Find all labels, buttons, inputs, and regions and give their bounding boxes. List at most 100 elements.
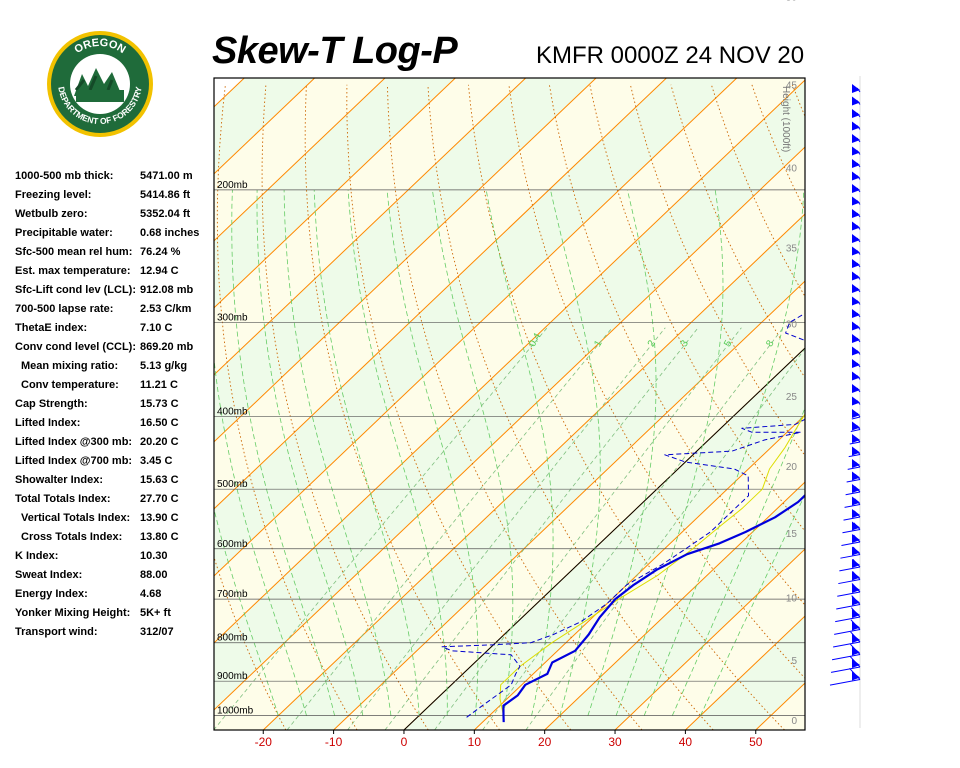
index-label: Cross Totals Index: [21,531,123,543]
isotherm-line [214,78,456,309]
index-value: 10.30 [140,550,168,562]
wind-barb-flag [852,184,860,193]
chart-grid [214,78,960,730]
wind-barb-shaft-long [839,566,861,572]
wind-barb-shaft-long [848,454,861,458]
index-row: Sfc-Lift cond lev (LCL): 912.08 mb [15,284,215,303]
index-label: Yonker Mixing Height: [15,607,131,619]
index-value: 16.50 C [140,417,179,429]
wind-barb-shaft-long [845,491,861,496]
wind-barb-flag [852,534,860,543]
index-value: 2.53 C/km [140,303,192,315]
index-label: Lifted Index: [15,417,81,429]
mixing-ratio-line [434,327,742,730]
wind-barb-flag [852,134,860,143]
wind-barb-shaft-long [850,429,861,432]
wind-barb-shaft-long [846,479,861,483]
index-row: Lifted Index @300 mb: 20.20 C [15,436,215,455]
isobar-label: 300mb [217,312,248,323]
wind-barb-flag [852,309,860,318]
wind-barb-shaft-long [835,616,861,623]
height-tick-label: 45 [786,80,798,91]
isotherm-line [214,78,386,242]
isobar-label: 200mb [217,180,248,191]
dry-adiabat [214,555,287,730]
wind-barb-flag [852,234,860,243]
index-row: Yonker Mixing Height: 5K+ ft [15,607,215,626]
wind-barb-flag [852,109,860,118]
wind-barb-shaft-long [851,416,861,420]
index-value: 13.80 C [140,531,179,543]
dry-adiabat [304,84,500,730]
height-tick-label: 25 [786,392,798,403]
index-row: Mean mixing ratio: 5.13 g/kg [15,360,215,379]
wind-barb-flag [852,121,860,131]
index-value: 5471.00 m [140,170,193,182]
x-tick-label: 30 [608,735,622,749]
wind-barb-flag [852,471,860,481]
mixing-ratio-line [286,327,613,730]
wind-barb-shaft-long [837,591,861,597]
mixing-ratio-label: 1 [592,338,605,349]
isobar-lines: 200mb 300mb 400mb 500mb 600mb 700mb 800mb 900mb… [214,180,805,717]
index-row: Est. max temperature: 12.94 C [15,265,215,284]
dry-adiabat [954,85,960,730]
temperature-band [214,80,805,710]
dewpoint-line [441,312,805,718]
dry-adiabat [589,84,805,532]
index-label: Total Totals Index: [15,493,111,505]
wind-barb-shaft-long [844,504,861,508]
wind-barb-flag [852,646,860,656]
forestry-logo: OREGON DEPARTMENT OF FORESTRY [47,31,153,137]
wind-barb-flag [852,671,860,681]
wind-barb-flag [852,559,860,568]
mixing-ratio-label: 2 [646,338,659,349]
chart-title: Skew-T Log-P [212,30,458,72]
isotherm-line [214,78,667,510]
index-label: Vertical Totals Index: [21,512,131,524]
wind-barb-flag [852,221,860,231]
index-value: 5414.86 ft [140,189,191,201]
x-tick-label: -10 [325,735,343,749]
wind-barb-flag [852,209,860,218]
wind-barb-flag [852,296,860,306]
height-tick-label: 30 [786,319,798,330]
isotherm-line [262,213,805,730]
moist-adiabat [587,189,657,716]
moist-adiabat [231,189,335,716]
wind-barb-flag [852,359,860,368]
wind-barb-flag [852,571,860,581]
wind-barb-flag [852,609,860,618]
wind-barb-flag [852,146,860,156]
wind-barb-flag [852,246,860,256]
mixing-ratio-label: 5 [722,338,735,349]
index-row: Sfc-500 mean rel hum: 76.24 % [15,246,215,265]
svg-text:OREGON: OREGON [72,37,127,56]
zero-isotherm-line [403,347,805,730]
index-value: 27.70 C [140,493,179,505]
index-value: 0.68 inches [140,227,200,239]
index-label: Conv cond level (CCL): [15,341,137,353]
index-label: Freezing level: [15,189,92,201]
index-value: 20.20 C [140,436,179,448]
wind-barb-shaft-long [829,679,861,686]
wind-barb-flag [852,584,860,593]
wind-barb-flag [852,434,860,443]
index-row: Conv temperature: 11.21 C [15,379,215,398]
wind-barb-flag [852,409,860,418]
height-tick-label: 35 [786,243,798,254]
index-label: Cap Strength: [15,398,88,410]
height-axis: Height (1000ft) 0 5 10 15 20 25 30 35 40 45 50 [780,0,797,727]
moist-adiabat [214,507,279,716]
x-tick-label: 20 [538,735,552,749]
isotherm-line [685,615,805,730]
wind-barb-flag [852,284,860,293]
index-row: Lifted Index @700 mb: 3.45 C [15,455,215,474]
index-value: 15.63 C [140,474,179,486]
dry-adiabat [670,84,805,379]
index-row: Cap Strength: 15.73 C [15,398,215,417]
wind-barb-shaft-long [833,641,861,648]
isotherm-line [614,548,805,730]
isotherm-line [214,78,527,376]
